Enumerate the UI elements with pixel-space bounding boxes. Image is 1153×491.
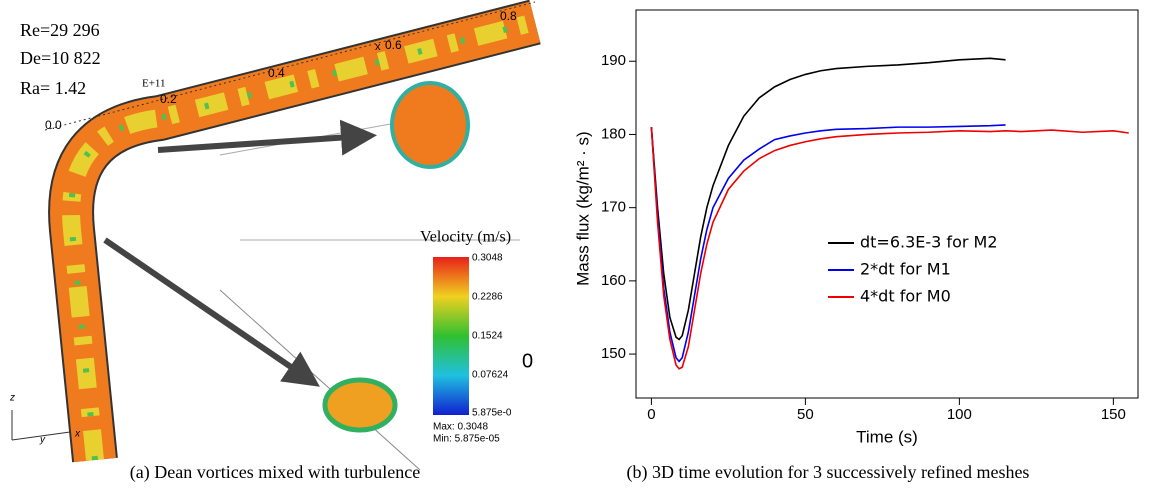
y-tick-label: 170 [601,199,626,216]
y-tick-label: 190 [601,52,626,69]
colorbar-label: 0.1524 [472,331,503,342]
y-tick-label: 160 [601,272,626,289]
x-tick-label: 50 [797,406,814,423]
plot-frame [635,9,1139,399]
series-line [650,57,1006,341]
legend-label: 4*dt for M0 [860,287,951,306]
param: Re=29 296 [20,20,100,40]
triad-label: y [39,435,46,446]
y-axis-label: Mass flux [573,214,592,286]
series-line [650,127,1129,370]
arrow [103,237,320,387]
series-line [650,124,1006,363]
vortex-disc [322,377,398,433]
caption: (b) 3D time evolution for 3 successively… [627,462,1030,483]
colorbar-label: 5.875e-0 [472,408,512,419]
param: Ra= 1.42 [20,78,86,98]
pipe-axis-label: x [375,41,381,53]
y-tick-label: 180 [601,125,626,142]
param: De=10 822 [20,48,101,68]
colorbar-label: 0.07624 [472,370,509,381]
pipe-tick: 0.4 [268,66,285,80]
arrow [157,119,377,156]
colorbar-title: Velocity (m/s) [420,229,511,246]
y-axis-units: (kg/m² · s) [573,131,592,208]
x-tick-label: 150 [1101,406,1126,423]
triad-label: x [74,429,81,440]
legend-label: dt=6.3E-3 for M2 [860,233,998,252]
colorbar [433,257,469,415]
axis-triad [11,431,71,441]
legend-label: 2*dt for M1 [860,260,951,279]
colorbar-label: 0.2286 [472,292,503,303]
guide-line [219,289,421,471]
pipe-tick: 0.2 [160,92,177,106]
min-label: Min: 5.875e-05 [433,434,500,445]
pipe-flow [62,13,538,461]
x-axis-label: Time (s) [856,427,918,446]
edge-label: 0 [522,350,533,372]
triad-label: z [9,393,15,404]
x-tick-label: 0 [647,406,655,423]
pipe-tick: 0.8 [500,9,517,23]
colorbar-label: 0.3048 [472,253,503,264]
vortex-disc [390,81,470,169]
max-label: Max: 0.3048 [433,422,488,433]
caption: (a) Dean vortices mixed with turbulence [130,462,420,483]
pipe-tick: 0.0 [45,118,62,132]
y-tick-label: 150 [601,345,626,362]
param-exponent: E+11 [142,78,166,90]
cfd-panel: Re=29 296 De=10 822 Ra= 1.42 E+11 0.0 0.… [9,0,541,471]
pipe-tick: 0.6 [385,38,402,52]
x-tick-label: 100 [947,406,972,423]
